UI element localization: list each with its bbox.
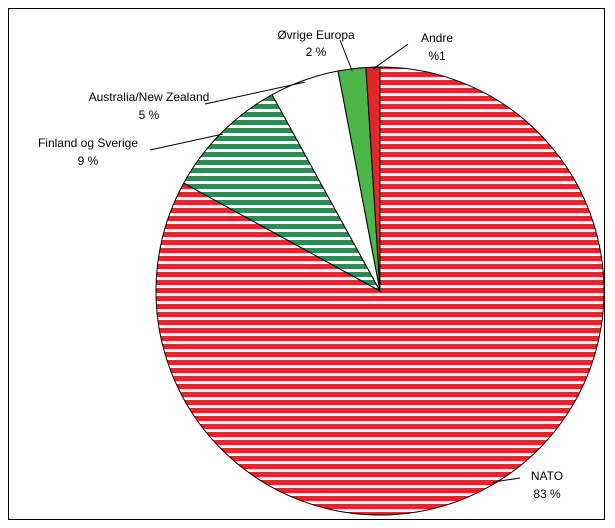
leader-line-ovrige-europa <box>339 39 353 71</box>
slice-value-ovrige-europa: 2 % <box>306 45 327 59</box>
slice-value-finland-og-sverige: 9 % <box>78 154 99 168</box>
slice-value-andre: %1 <box>428 49 446 63</box>
pie-slice-nato <box>155 66 605 516</box>
slice-label-ovrige-europa: Øvrige Europa <box>277 28 355 42</box>
leader-line-nato <box>492 477 521 483</box>
leader-line-andre <box>372 43 409 70</box>
leader-line-finland-og-sverige <box>149 133 224 151</box>
pie-slice-finland-og-sverige <box>183 94 382 293</box>
leader-line-australia-new-zealand <box>204 81 305 105</box>
slice-label-australia-new-zealand: Australia/New Zealand <box>89 90 210 104</box>
pie-slice-andre <box>365 66 381 292</box>
slice-label-finland-og-sverige: Finland og Sverige <box>38 136 138 150</box>
slice-label-nato: NATO <box>531 469 563 483</box>
slice-value-nato: 83 % <box>533 487 561 501</box>
slice-label-andre: Andre <box>421 31 453 45</box>
slice-value-australia-new-zealand: 5 % <box>139 108 160 122</box>
